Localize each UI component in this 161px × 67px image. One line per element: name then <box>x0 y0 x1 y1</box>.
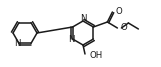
Text: N: N <box>68 36 75 44</box>
Text: N: N <box>80 14 86 23</box>
Text: N: N <box>14 39 21 48</box>
Text: O: O <box>121 24 128 32</box>
Text: OH: OH <box>90 51 103 59</box>
Text: O: O <box>115 6 122 15</box>
